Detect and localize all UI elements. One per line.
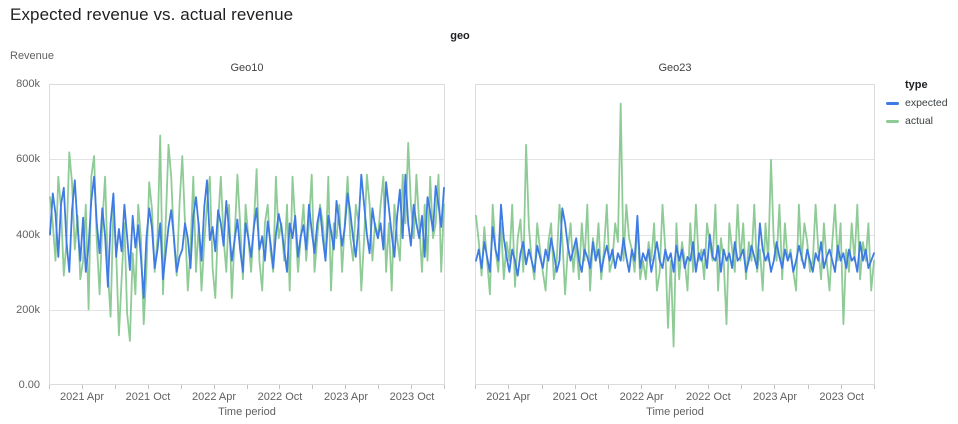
- y-tick-label: 800k: [16, 78, 40, 90]
- x-tick-label: 2021 Oct: [552, 391, 598, 403]
- pivot-header-geo: geo: [450, 30, 470, 42]
- legend-item-expected[interactable]: expected: [886, 98, 958, 109]
- y-axis: 800k 600k 400k 200k 0.00: [0, 78, 40, 391]
- series-line-expected[interactable]: [49, 173, 445, 299]
- y-tick-label: 200k: [16, 303, 40, 316]
- x-tick-label: 2023 Oct: [819, 391, 864, 403]
- y-axis-title: Revenue: [10, 50, 55, 62]
- facet-title-geo23: Geo23: [658, 62, 692, 74]
- x-axis-title: Time period: [646, 406, 704, 418]
- x-tick-label: 2022 Oct: [686, 391, 731, 403]
- x-tick-label: 2023 Oct: [389, 391, 435, 403]
- x-tick-label: 2021 Apr: [59, 391, 105, 403]
- legend-label: expected: [905, 97, 948, 109]
- y-tick-label: 0.00: [18, 379, 40, 391]
- legend-swatch-actual-icon: [886, 120, 899, 123]
- x-tick-label: 2021 Apr: [486, 391, 531, 403]
- facet-geo10: Geo10 Time period 2021 Apr 2021 Oct 2022 A…: [49, 62, 445, 424]
- plot-border: [475, 84, 875, 385]
- plot-area-geo10[interactable]: [49, 84, 445, 391]
- x-axis-title: Time period: [218, 406, 276, 418]
- x-tick-label: 2022 Apr: [619, 391, 664, 403]
- y-tick-label: 600k: [16, 153, 40, 166]
- facet-geo23: Geo23 Time period 2021 Apr 2021 Oct 2022 A…: [475, 62, 875, 424]
- legend-label: actual: [905, 115, 934, 127]
- legend-swatch-expected-icon: [886, 102, 899, 105]
- x-tick-label: 2023 Apr: [323, 391, 369, 403]
- x-tick-label: 2023 Apr: [752, 391, 798, 403]
- x-tick-label: 2022 Oct: [257, 391, 303, 403]
- x-tick-label: 2022 Apr: [191, 391, 237, 403]
- x-tick-label: 2021 Oct: [125, 391, 171, 403]
- y-tick-label: 400k: [16, 228, 40, 241]
- page-title: Expected revenue vs. actual revenue: [10, 5, 294, 24]
- series-line-expected[interactable]: [475, 203, 875, 277]
- plot-area-geo23[interactable]: [475, 84, 875, 391]
- legend-title: type: [905, 79, 928, 91]
- legend-item-actual[interactable]: actual: [886, 116, 958, 127]
- facet-title-geo10: Geo10: [230, 62, 264, 74]
- legend: type expected actual: [886, 79, 958, 127]
